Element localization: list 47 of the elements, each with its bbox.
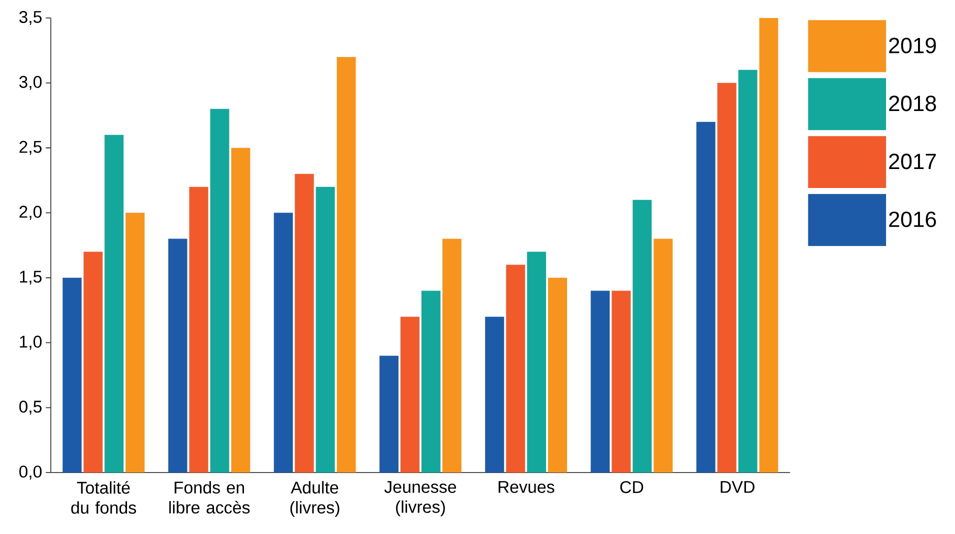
bar <box>294 174 314 473</box>
bar <box>759 18 778 473</box>
x-tick-label: DVD <box>720 481 754 494</box>
bar <box>738 70 758 473</box>
y-tick-label: 1,5 <box>20 271 42 285</box>
bar <box>632 200 652 473</box>
legend-label: 2016 <box>889 212 936 228</box>
bar <box>168 239 188 473</box>
bar <box>717 83 736 473</box>
bar <box>379 356 398 473</box>
x-tick-label: Jeunesse (livres) <box>384 481 456 517</box>
x-tick-label: CD <box>620 481 644 494</box>
bar <box>62 278 82 473</box>
bar <box>696 122 716 473</box>
bar <box>485 316 504 473</box>
x-tick-label: Totalité du fonds <box>71 481 136 514</box>
bar <box>316 187 335 473</box>
bar <box>590 290 610 473</box>
legend-label: 2019 <box>889 38 936 54</box>
x-tick-label: Revues <box>498 481 554 494</box>
bar <box>231 148 250 473</box>
y-tick-label: 2,5 <box>20 141 42 156</box>
bar <box>126 213 145 473</box>
bar <box>421 290 440 473</box>
x-tick-label: Adulte (livres) <box>290 481 340 518</box>
bar <box>506 265 526 473</box>
legend-label: 2018 <box>889 96 936 112</box>
x-tick-label: Fonds en libre accès <box>169 481 250 514</box>
bar <box>400 316 420 473</box>
bar <box>548 278 568 473</box>
bar <box>189 187 208 473</box>
y-tick-label: 0,0 <box>19 466 42 480</box>
legend-label: 2017 <box>889 154 936 170</box>
y-tick-label: 3,5 <box>19 11 42 26</box>
y-tick-label: 3,0 <box>19 76 42 90</box>
bar <box>527 252 546 473</box>
y-tick-label: 2,0 <box>20 206 42 220</box>
bar <box>336 57 356 473</box>
bar <box>274 213 293 473</box>
y-tick-label: 0,5 <box>19 400 42 415</box>
bar <box>84 252 103 473</box>
bar <box>442 239 462 473</box>
bar <box>654 239 673 473</box>
y-tick-label: 1,0 <box>20 336 42 350</box>
bar <box>210 109 230 473</box>
bar <box>612 290 631 473</box>
bar <box>104 135 124 473</box>
